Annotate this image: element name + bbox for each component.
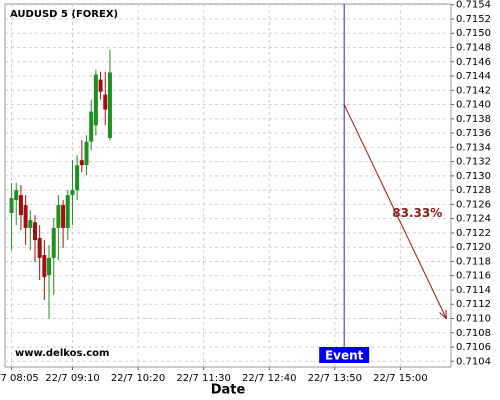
candle-body xyxy=(32,222,37,241)
candle-body xyxy=(37,237,42,258)
y-tick-label: 0.7120 xyxy=(456,242,491,253)
candle-body xyxy=(79,160,84,166)
y-tick-label: 0.7118 xyxy=(456,256,491,267)
candle-body xyxy=(23,205,28,228)
candle-body xyxy=(93,74,98,126)
y-tick-label: 0.7140 xyxy=(456,100,491,111)
y-tick-label: 0.7116 xyxy=(456,271,491,282)
candle-body xyxy=(51,227,56,258)
candle-body xyxy=(28,220,33,228)
y-tick-label: 0.7114 xyxy=(456,285,491,296)
candle-body xyxy=(18,195,23,216)
candle-body xyxy=(14,190,19,201)
y-tick-label: 0.7132 xyxy=(456,157,491,168)
candle-body xyxy=(42,255,47,278)
y-tick-label: 0.7126 xyxy=(456,199,491,210)
y-tick-label: 0.7142 xyxy=(456,85,491,96)
y-tick-label: 0.7108 xyxy=(456,328,491,339)
chart-title: AUDUSD 5 (FOREX) xyxy=(10,9,118,20)
x-tick-label: 22/7 08:05 xyxy=(0,373,39,384)
forecast-label: 83.33% xyxy=(392,206,442,220)
candle-body xyxy=(84,141,89,166)
x-tick-label: 22/7 11:30 xyxy=(176,373,230,384)
y-tick-label: 0.7150 xyxy=(456,28,491,39)
y-tick-label: 0.7134 xyxy=(456,142,491,153)
y-tick-label: 0.7128 xyxy=(456,185,491,196)
x-axis-title: Date xyxy=(211,383,246,398)
y-tick-label: 0.7148 xyxy=(456,43,491,54)
y-tick-label: 0.7154 xyxy=(456,0,491,11)
y-tick-label: 0.7104 xyxy=(456,356,491,367)
y-tick-label: 0.7112 xyxy=(456,299,491,310)
y-tick-label: 0.7124 xyxy=(456,214,491,225)
candle-body xyxy=(103,94,108,110)
x-tick-label: 22/7 13:50 xyxy=(308,373,362,384)
y-tick-label: 0.7110 xyxy=(456,314,491,325)
x-tick-label: 22/7 09:10 xyxy=(45,373,99,384)
forecast-arrow xyxy=(343,104,447,319)
x-tick-label: 22/7 10:20 xyxy=(111,373,165,384)
plot-frame xyxy=(4,3,452,368)
candle-body xyxy=(70,190,75,196)
y-tick-label: 0.7106 xyxy=(456,342,491,353)
x-tick-label: 22/7 12:40 xyxy=(242,373,296,384)
y-tick-label: 0.7138 xyxy=(456,114,491,125)
candle-body xyxy=(56,205,61,228)
y-tick-label: 0.7136 xyxy=(456,128,491,139)
y-tick-label: 0.7146 xyxy=(456,57,491,68)
y-tick-label: 0.7130 xyxy=(456,171,491,182)
candle-body xyxy=(65,195,70,228)
candle-body xyxy=(98,79,103,92)
candle-body xyxy=(107,72,112,139)
candle-body xyxy=(47,257,52,276)
x-tick-label: 22/7 15:00 xyxy=(373,373,427,384)
candle-body xyxy=(9,197,14,213)
y-tick-label: 0.7122 xyxy=(456,228,491,239)
event-label: Event xyxy=(325,349,364,363)
candle-body xyxy=(61,205,66,228)
watermark: www.delkos.com xyxy=(15,348,109,359)
candle-body xyxy=(75,165,80,191)
candle-body xyxy=(89,111,94,142)
y-tick-label: 0.7152 xyxy=(456,14,491,25)
y-tick-label: 0.7144 xyxy=(456,71,491,82)
arrow-head xyxy=(439,309,447,320)
event-box xyxy=(319,347,370,363)
